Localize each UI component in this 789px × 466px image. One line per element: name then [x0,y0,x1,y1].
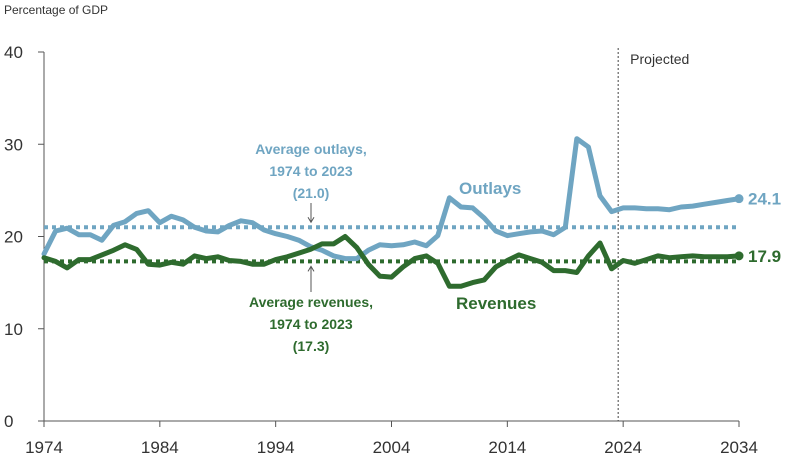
average-revenues-annotation-line3: (17.3) [293,338,330,354]
x-tick-label: 1974 [25,438,63,457]
revenues-end-point [734,251,744,261]
outlays-end-point [734,194,744,204]
average-outlays-annotation: Average outlays, 1974 to 2023 (21.0) [255,141,367,224]
projected-label: Projected [630,51,689,67]
y-axis: 0 10 20 30 40 [4,43,44,431]
outlays-end-value: 24.1 [748,190,781,209]
revenues-series-line [41,234,742,289]
x-tick-label: 1984 [141,438,179,457]
y-tick-label: 10 [4,320,23,339]
x-tick-label: 2014 [488,438,526,457]
revenues-series-label: Revenues [456,294,536,313]
x-tick-label: 2004 [373,438,411,457]
average-outlays-arrow [307,203,315,224]
revenues-end-value: 17.9 [748,247,781,266]
average-revenues-annotation: Average revenues, 1974 to 2023 (17.3) [249,265,373,354]
x-tick-label: 1994 [257,438,295,457]
outlays-series-line [41,136,742,262]
average-outlays-annotation-line3: (21.0) [293,185,330,201]
y-tick-label: 40 [4,43,23,62]
y-tick-label: 30 [4,135,23,154]
y-tick-label: 0 [4,412,13,431]
x-axis: 1974 1984 1994 2004 2014 2024 2034 [25,421,758,457]
average-revenues-annotation-line2: 1974 to 2023 [269,316,352,332]
outlays-series-label: Outlays [459,179,521,198]
average-revenues-annotation-line1: Average revenues, [249,294,373,310]
x-tick-label: 2034 [720,438,758,457]
y-tick-label: 20 [4,228,23,247]
y-axis-title: Percentage of GDP [4,3,108,17]
average-revenues-arrow [307,265,315,292]
x-tick-label: 2024 [604,438,642,457]
average-outlays-annotation-line1: Average outlays, [255,141,367,157]
average-outlays-annotation-line2: 1974 to 2023 [269,163,352,179]
